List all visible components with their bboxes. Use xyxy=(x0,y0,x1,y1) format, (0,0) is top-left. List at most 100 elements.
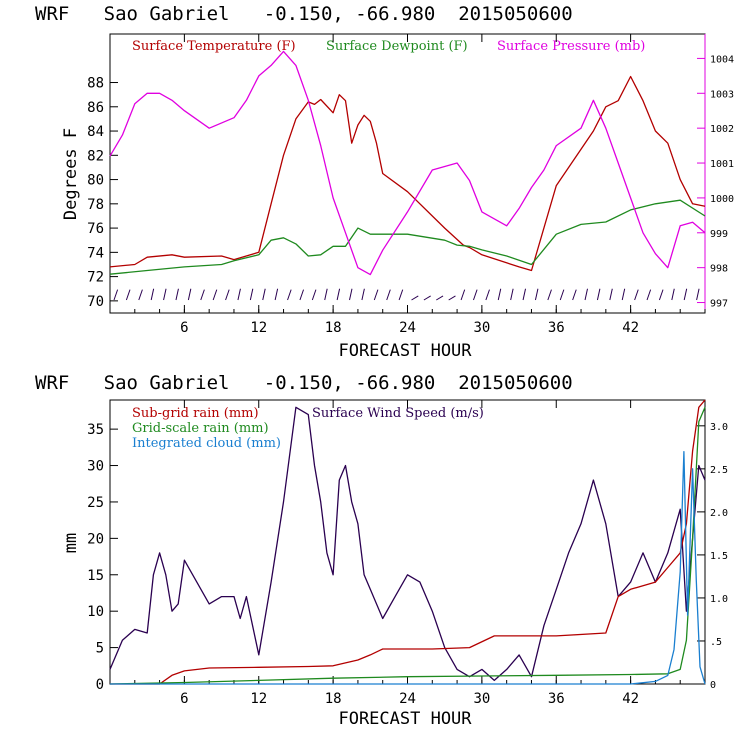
x-tick-label: 18 xyxy=(325,691,342,707)
y2-tick-label: 1001 xyxy=(710,159,734,170)
y-tick-label: 74 xyxy=(87,245,104,261)
y-tick-label: 20 xyxy=(87,531,104,547)
y-tick-label: 35 xyxy=(87,422,104,438)
x-tick-label: 6 xyxy=(180,320,188,336)
wind-barb xyxy=(584,288,588,301)
series-line-surface-dewpoint-f xyxy=(109,199,706,275)
wind-barb xyxy=(473,289,478,301)
y2-tick-label: 999 xyxy=(710,229,728,240)
series-line-integrated-cloud-mm xyxy=(110,450,706,685)
wind-barb xyxy=(125,289,131,301)
y2-tick-label: .5 xyxy=(710,637,722,648)
bottom-chart-title: WRF Sao Gabriel -0.150, -66.980 20150506… xyxy=(35,372,573,394)
wind-barb xyxy=(436,295,444,301)
wind-barb xyxy=(324,288,328,301)
bottom-y-axis-label: mm xyxy=(61,533,81,553)
y-tick-label: 84 xyxy=(87,124,104,140)
plot-frame xyxy=(109,33,706,314)
legend-subgrid-rain: Sub-grid rain (mm) xyxy=(132,406,259,421)
y2-tick-label: 1000 xyxy=(710,194,734,205)
wind-barb xyxy=(212,289,218,301)
wind-barb xyxy=(497,288,502,301)
legend-surface-wind-speed: Surface Wind Speed (m/s) xyxy=(312,406,484,421)
wind-barb xyxy=(547,289,552,301)
legend-gridscale-rain: Grid-scale rain (mm) xyxy=(132,421,269,436)
y-tick-label: 15 xyxy=(87,568,104,584)
x-tick-label: 30 xyxy=(473,691,490,707)
y-tick-label: 0 xyxy=(96,677,104,693)
wind-barb xyxy=(150,288,155,301)
series-line-surface-pressure-mb xyxy=(109,50,706,276)
wind-barb xyxy=(311,289,317,301)
series-line-surface-wind-speed-m-s xyxy=(109,406,706,682)
wind-barb xyxy=(411,295,419,301)
wind-barb xyxy=(361,288,365,301)
wind-barb xyxy=(386,289,391,301)
y-tick-label: 10 xyxy=(87,604,104,620)
y-tick-label: 25 xyxy=(87,495,104,511)
x-tick-label: 42 xyxy=(622,691,639,707)
x-tick-label: 12 xyxy=(250,691,267,707)
wind-barb xyxy=(423,295,431,301)
y2-tick-label: 997 xyxy=(710,299,728,310)
wind-barb xyxy=(163,288,167,301)
wind-barb xyxy=(237,288,241,301)
y-tick-label: 5 xyxy=(96,641,104,657)
legend-surface-temperature: Surface Temperature (F) xyxy=(132,39,296,54)
y-tick-label: 70 xyxy=(87,294,104,310)
wind-barb xyxy=(646,289,652,301)
top-x-axis-label: FORECAST HOUR xyxy=(338,341,472,361)
wind-barb xyxy=(559,289,565,301)
wind-barb xyxy=(534,288,539,301)
wind-barb xyxy=(683,288,688,301)
wind-barb xyxy=(696,288,700,301)
wind-barb xyxy=(460,289,466,301)
y2-tick-label: 0 xyxy=(710,680,716,691)
wind-barb xyxy=(596,288,601,301)
y-tick-label: 78 xyxy=(87,197,104,213)
series-line-surface-temperature-f xyxy=(109,75,706,272)
y2-tick-label: 1.0 xyxy=(710,594,728,605)
wind-barb xyxy=(299,289,305,301)
y2-tick-label: 1.5 xyxy=(710,551,728,562)
series-line-grid-scale-rain-mm xyxy=(109,407,706,685)
wind-barb xyxy=(485,289,490,301)
bottom-x-axis-label: FORECAST HOUR xyxy=(338,709,472,729)
y2-tick-label: 2.0 xyxy=(710,508,728,519)
wind-barb xyxy=(113,289,119,301)
wind-barb xyxy=(658,289,664,301)
legend-surface-pressure: Surface Pressure (mb) xyxy=(497,39,645,54)
wind-barb xyxy=(274,288,279,301)
top-y-axis-label: Degrees F xyxy=(61,128,81,220)
wind-barb xyxy=(287,289,292,301)
y-tick-label: 72 xyxy=(87,270,104,286)
x-tick-label: 6 xyxy=(180,691,188,707)
legend-surface-dewpoint: Surface Dewpoint (F) xyxy=(326,39,468,54)
wind-barb xyxy=(448,295,456,301)
y2-tick-label: 998 xyxy=(710,264,728,275)
x-tick-label: 30 xyxy=(473,320,490,336)
wind-barb xyxy=(249,288,254,301)
x-tick-label: 36 xyxy=(548,691,565,707)
y2-tick-label: 1003 xyxy=(710,89,734,100)
x-tick-label: 42 xyxy=(622,320,639,336)
x-tick-label: 24 xyxy=(399,320,416,336)
wind-barb xyxy=(572,289,577,301)
wind-barb xyxy=(187,288,192,301)
y-tick-label: 76 xyxy=(87,221,104,237)
x-tick-label: 36 xyxy=(548,320,565,336)
wind-barb xyxy=(510,288,514,301)
wind-barb xyxy=(621,288,626,301)
wind-barb xyxy=(349,288,353,301)
y2-tick-label: 1004 xyxy=(710,54,734,65)
top-plot-area: 6 12 18 24 30 36 42 70 72 74 76 78 80 82 84 86 88 997 998 9… xyxy=(87,33,734,336)
y-tick-label: 86 xyxy=(87,100,104,116)
y-tick-label: 88 xyxy=(87,76,104,92)
y-tick-label: 80 xyxy=(87,173,104,189)
wind-barb xyxy=(634,289,639,301)
y-tick-label: 82 xyxy=(87,148,104,164)
x-tick-label: 12 xyxy=(250,320,267,336)
y2-tick-label: 1002 xyxy=(710,124,734,135)
wind-barb xyxy=(175,288,179,301)
